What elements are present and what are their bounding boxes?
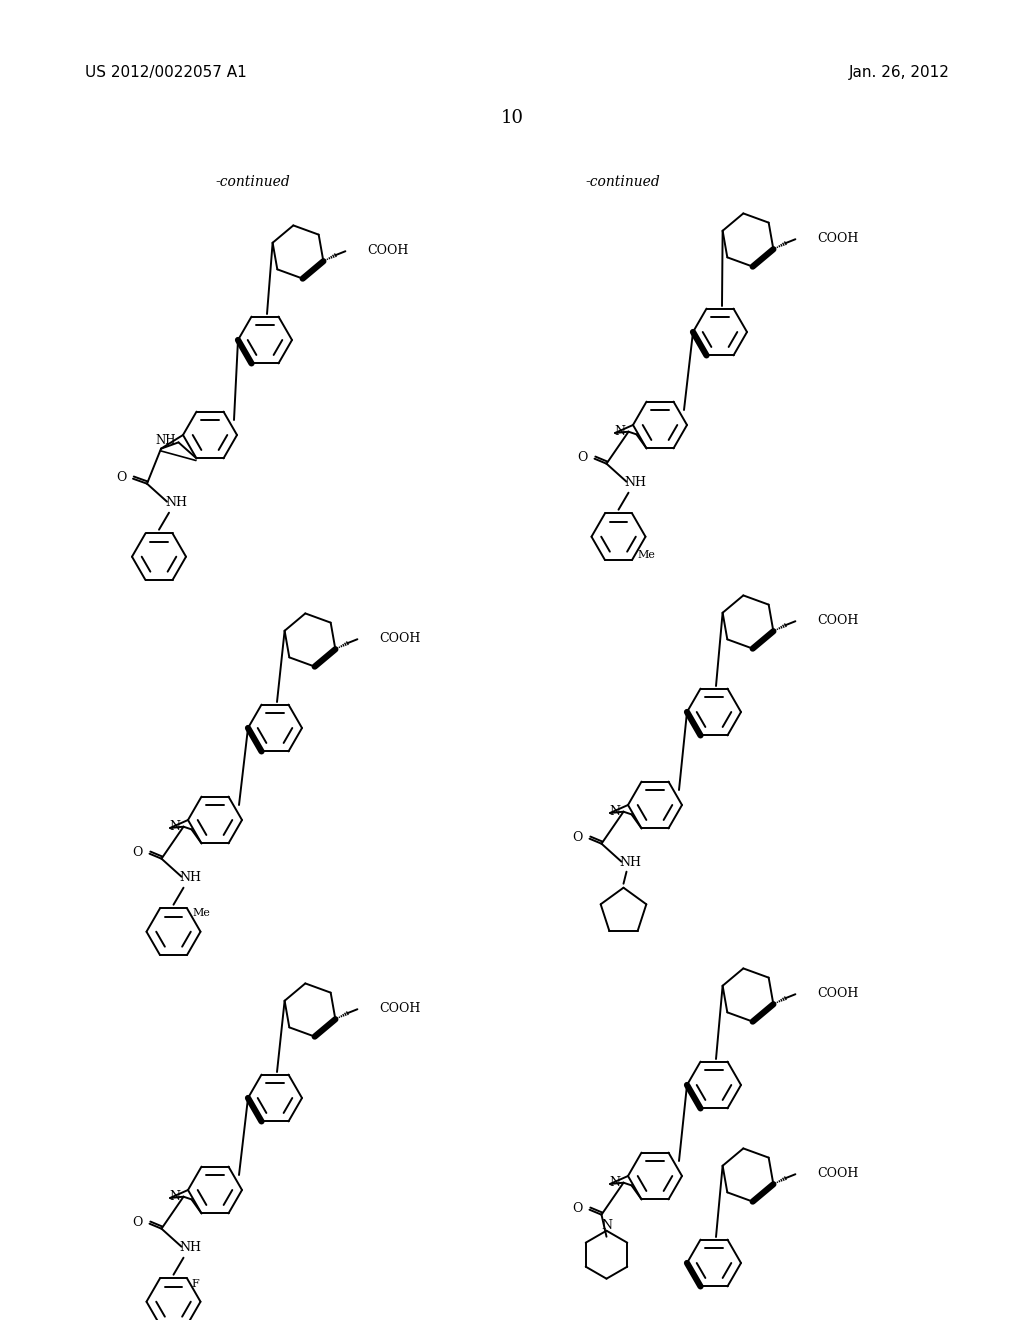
Text: N: N [609,805,620,818]
Text: NH: NH [620,857,641,869]
Text: COOH: COOH [379,632,421,644]
Text: COOH: COOH [379,1002,421,1015]
Text: N: N [169,820,180,833]
Text: N: N [601,1220,612,1232]
Text: COOH: COOH [817,987,859,999]
Text: O: O [132,846,142,859]
Text: O: O [116,471,126,484]
Text: COOH: COOH [368,244,409,256]
Text: N: N [169,1191,180,1204]
Text: O: O [572,1203,583,1216]
Text: COOH: COOH [817,232,859,244]
Text: F: F [191,1279,199,1290]
Text: NH: NH [179,1241,202,1254]
Text: O: O [578,451,588,465]
Text: Me: Me [637,550,655,560]
Text: COOH: COOH [817,614,859,627]
Text: NH: NH [179,871,202,884]
Text: COOH: COOH [817,1167,859,1180]
Text: O: O [572,832,583,845]
Text: N: N [609,1176,620,1189]
Text: NH: NH [165,496,187,510]
Text: NH: NH [625,477,646,490]
Text: US 2012/0022057 A1: US 2012/0022057 A1 [85,65,247,79]
Text: -continued: -continued [215,176,290,189]
Text: -continued: -continued [585,176,659,189]
Text: Jan. 26, 2012: Jan. 26, 2012 [849,65,950,79]
Text: O: O [132,1216,142,1229]
Text: Me: Me [193,908,210,919]
Text: NH: NH [156,434,176,447]
Text: 10: 10 [501,110,523,127]
Text: N: N [614,425,625,438]
